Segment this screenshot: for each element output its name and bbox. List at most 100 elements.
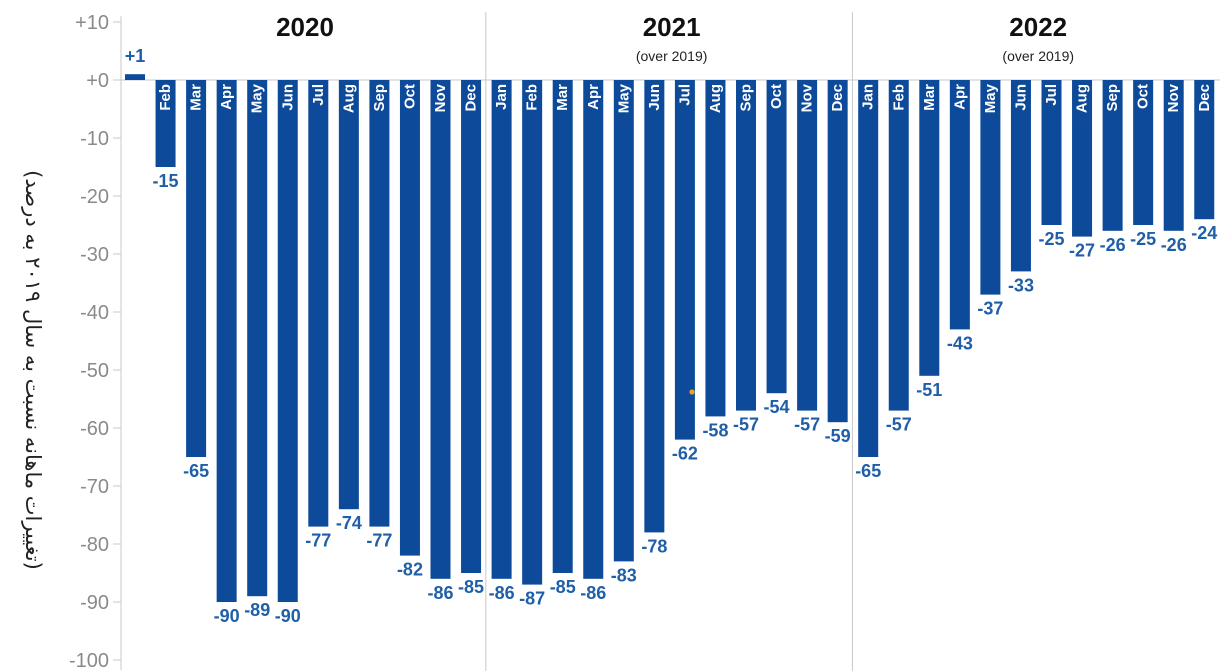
- month-label: Oct: [401, 84, 418, 109]
- bar: [216, 80, 237, 602]
- month-label: Jul: [676, 84, 693, 106]
- bar: [308, 80, 329, 527]
- bar: [888, 80, 909, 411]
- y-tick-label: +0: [86, 70, 109, 92]
- month-label: Jul: [1043, 84, 1060, 106]
- y-tick-label: -70: [80, 476, 109, 498]
- y-tick-label: -90: [80, 592, 109, 614]
- value-label: -85: [550, 577, 576, 597]
- marker-dot: [689, 389, 695, 395]
- month-label: May: [615, 83, 632, 113]
- year-headers: 2020 2021 (over 2019) 2022 (over 2019): [276, 12, 1074, 64]
- y-tick-label: -30: [80, 244, 109, 266]
- value-label: -27: [1069, 241, 1095, 261]
- month-label: Nov: [799, 83, 816, 112]
- bar: [949, 80, 970, 330]
- value-label: -65: [855, 461, 881, 481]
- bar: [583, 80, 604, 579]
- y-tick-label: -60: [80, 418, 109, 440]
- bar: [644, 80, 665, 533]
- month-label: Sep: [738, 84, 755, 112]
- bar: [338, 80, 359, 510]
- value-label: -87: [519, 589, 545, 609]
- month-label: May: [249, 83, 266, 113]
- month-label: Feb: [890, 84, 907, 111]
- bar: [1194, 80, 1215, 220]
- month-label: Nov: [432, 83, 449, 112]
- month-label: Apr: [218, 84, 235, 110]
- month-label: Aug: [340, 84, 357, 113]
- grid-lines: [113, 12, 1220, 671]
- month-label: Jan: [493, 84, 510, 110]
- value-label: -15: [153, 171, 179, 191]
- bar: [674, 80, 695, 440]
- month-label: Aug: [707, 84, 724, 113]
- bar: [919, 80, 940, 376]
- value-label: -57: [886, 415, 912, 435]
- y-tick-label: +10: [75, 12, 109, 34]
- value-label: -54: [764, 397, 790, 417]
- month-label: Feb: [524, 84, 541, 111]
- bar: [461, 80, 482, 573]
- month-label: Jun: [279, 84, 296, 111]
- value-label: -82: [397, 560, 423, 580]
- value-label: -62: [672, 444, 698, 464]
- year-title: 2020: [276, 12, 334, 42]
- bar: [858, 80, 879, 457]
- month-label: Apr: [585, 84, 602, 110]
- bar: [399, 80, 420, 556]
- bar: [430, 80, 451, 579]
- year-title: 2022: [1009, 12, 1067, 42]
- month-label: Dec: [829, 84, 846, 112]
- value-label: -26: [1161, 235, 1187, 255]
- value-label: -57: [794, 415, 820, 435]
- value-label: -65: [183, 461, 209, 481]
- bar: [369, 80, 390, 527]
- value-label: -57: [733, 415, 759, 435]
- bar: [736, 80, 756, 411]
- bar: [491, 80, 512, 579]
- value-label: -37: [977, 299, 1003, 319]
- bar: [125, 74, 145, 80]
- value-label: -24: [1191, 223, 1217, 243]
- y-axis-ticks: +10 +0 -10 -20 -30 -40 -50 -60 -70 -80 -90 -100: [69, 12, 109, 671]
- bar: [766, 80, 787, 394]
- month-label: Oct: [1135, 84, 1152, 109]
- year-subtitle: (over 2019): [1002, 48, 1074, 64]
- month-label: Jun: [1012, 84, 1029, 111]
- bar: [247, 80, 268, 597]
- month-label: Sep: [1104, 84, 1121, 112]
- value-label: -26: [1100, 235, 1126, 255]
- value-label: -77: [305, 531, 331, 551]
- value-label: -83: [611, 565, 637, 585]
- value-label: -85: [458, 577, 484, 597]
- value-label: -33: [1008, 275, 1034, 295]
- month-label: Dec: [1196, 84, 1213, 112]
- value-label: -90: [275, 606, 301, 626]
- bars: [125, 74, 1215, 602]
- bar: [980, 80, 1001, 295]
- month-label: May: [982, 83, 999, 113]
- month-label: Jul: [310, 84, 327, 106]
- value-label: -25: [1130, 229, 1156, 249]
- month-label: Aug: [1074, 84, 1091, 113]
- month-label: Mar: [188, 84, 205, 111]
- bar: [827, 80, 848, 423]
- bar: [552, 80, 573, 573]
- bar: [1102, 80, 1123, 231]
- month-label: Mar: [554, 84, 571, 111]
- value-label: -90: [214, 606, 240, 626]
- month-label: Sep: [371, 84, 388, 112]
- y-tick-label: -100: [69, 650, 109, 671]
- bar: [613, 80, 634, 562]
- y-tick-label: -40: [80, 302, 109, 324]
- value-label: -86: [489, 583, 515, 603]
- value-label: -59: [825, 426, 851, 446]
- value-label: -78: [641, 536, 667, 556]
- bar: [1163, 80, 1184, 231]
- bar: [797, 80, 818, 411]
- month-label: Feb: [157, 84, 174, 111]
- month-label: Apr: [951, 84, 968, 110]
- month-labels: Feb Mar Apr May Jun Jul Aug Sep Oct Nov Dec Jan Feb M…: [157, 83, 1213, 113]
